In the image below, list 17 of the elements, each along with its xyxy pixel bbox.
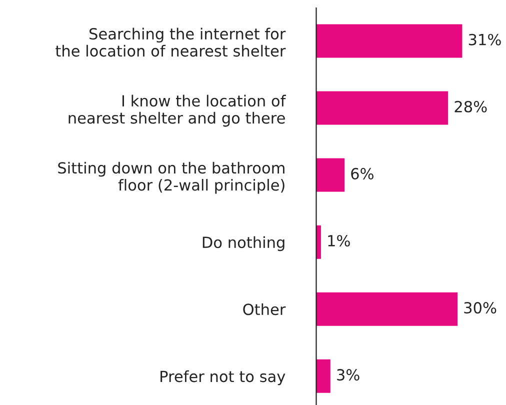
data-label: 3% <box>337 369 360 381</box>
data-label: 30% <box>464 302 496 314</box>
y-tick-label: Other <box>243 303 286 316</box>
bar <box>316 359 330 393</box>
y-tick-label: Prefer not to say <box>160 370 286 386</box>
data-label: 28% <box>454 100 487 112</box>
bar <box>316 91 448 125</box>
y-tick-label: Do nothing <box>202 236 284 252</box>
data-label: 1% <box>328 234 350 247</box>
bar <box>316 158 344 192</box>
bar <box>316 292 458 326</box>
y-tick-label: I know the location of nearest shelter and go there <box>68 94 286 127</box>
data-label: 31% <box>468 34 501 46</box>
y-tick-label: Searching the internet for the location of nearest shelter <box>56 28 286 57</box>
y-tick-label: Sitting down on the bathroom floor (2-wall principle) <box>58 162 284 194</box>
data-label: 6% <box>351 168 374 180</box>
bar <box>316 24 462 58</box>
